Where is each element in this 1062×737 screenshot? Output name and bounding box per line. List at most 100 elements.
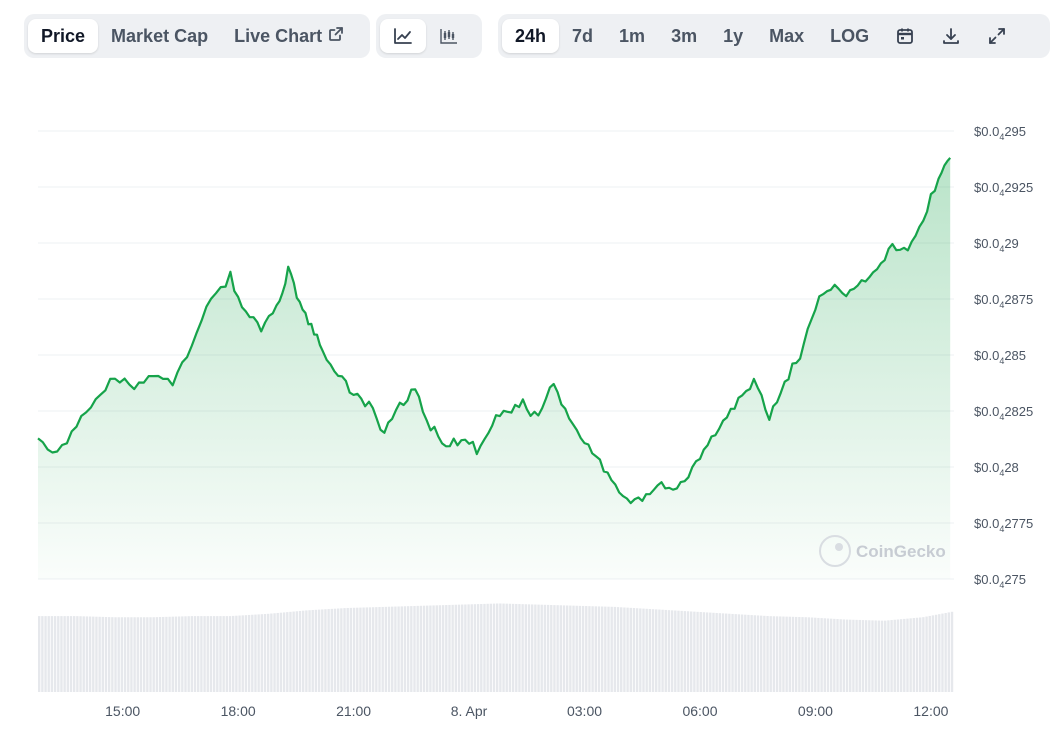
volume-bar <box>107 617 111 692</box>
volume-bar <box>890 620 893 692</box>
candlestick-chart-button[interactable] <box>426 19 472 53</box>
volume-bar <box>232 615 235 692</box>
log-scale-toggle[interactable]: LOG <box>830 25 870 46</box>
volume-bar <box>168 616 171 692</box>
volume-bar <box>158 617 162 692</box>
volume-bar <box>298 610 302 692</box>
volume-bar <box>85 616 89 692</box>
volume-bar <box>524 604 528 692</box>
tab-live-chart[interactable]: Live Chart <box>221 19 357 53</box>
volume-bar <box>88 616 92 692</box>
volume-bar <box>581 605 585 692</box>
volume-bar <box>413 605 416 692</box>
y-tick-label: $0.042775 <box>974 516 1033 534</box>
y-tick-label: $0.04295 <box>974 124 1026 142</box>
range-max[interactable]: Max <box>769 25 805 46</box>
volume-bar <box>721 613 725 692</box>
volume-bar <box>884 620 887 692</box>
volume-bar <box>282 612 286 692</box>
volume-bar <box>356 607 359 692</box>
volume-bar <box>508 603 512 692</box>
volume-bar <box>537 604 540 692</box>
volume-bar <box>454 604 458 692</box>
tab-market-cap[interactable]: Market Cap <box>111 25 209 46</box>
metric-tabs: Price Market Cap Live Chart <box>24 14 370 58</box>
volume-bar <box>38 616 41 692</box>
volume-bar <box>365 607 368 692</box>
volume-bar <box>677 610 680 692</box>
volume-bar <box>941 613 944 692</box>
volume-bar <box>267 613 270 692</box>
volume-bar <box>95 616 98 692</box>
volume-bar <box>715 612 718 692</box>
range-3m[interactable]: 3m <box>671 25 698 46</box>
volume-bar <box>333 608 337 692</box>
volume-bar <box>381 606 384 692</box>
range-1m[interactable]: 1m <box>619 25 646 46</box>
volume-bar <box>146 617 149 692</box>
y-tick-label: $0.0429 <box>974 236 1019 254</box>
volume-bar <box>620 607 623 692</box>
volume-bar <box>648 608 652 692</box>
volume-bar <box>76 616 79 692</box>
gecko-eye-icon <box>835 543 843 551</box>
volume-bar <box>912 618 916 692</box>
external-link-icon <box>328 26 344 47</box>
volume-bar <box>324 609 327 692</box>
volume-bar <box>467 604 470 692</box>
download-button[interactable] <box>928 19 974 53</box>
volume-bar <box>696 611 699 692</box>
volume-bar <box>550 605 553 692</box>
volume-bar <box>44 616 47 692</box>
volume-bar <box>823 618 826 692</box>
volume-bar <box>330 608 333 692</box>
range-1y[interactable]: 1y <box>723 25 744 46</box>
tab-price[interactable]: Price <box>28 19 99 53</box>
volume-bar <box>314 609 318 692</box>
x-tick-label: 21:00 <box>336 703 371 719</box>
fullscreen-button[interactable] <box>974 19 1020 53</box>
line-chart-button[interactable] <box>380 19 426 53</box>
date-range-button[interactable] <box>882 19 928 53</box>
volume-bar <box>438 605 442 692</box>
volume-bar <box>728 613 731 692</box>
volume-bar <box>810 617 814 692</box>
volume-bar <box>155 617 159 692</box>
volume-bar <box>594 606 597 692</box>
volume-bar <box>756 615 760 692</box>
volume-bar <box>610 606 613 692</box>
volume-bar <box>445 605 448 692</box>
x-tick-label: 03:00 <box>567 703 602 719</box>
volume-bar <box>305 610 308 692</box>
volume-bar <box>718 613 722 692</box>
time-range-tabs: 24h 7d 1m 3m 1y Max LOG <box>498 14 1050 58</box>
volume-bar <box>775 616 779 692</box>
volume-bar <box>950 611 954 692</box>
volume-bar <box>181 616 184 692</box>
volume-bar <box>864 620 868 692</box>
volume-bar <box>556 605 559 692</box>
volume-bar <box>546 604 550 692</box>
volume-bar <box>149 617 152 692</box>
volume-bar <box>327 609 330 692</box>
volume-bar <box>575 605 578 692</box>
volume-bar <box>562 605 566 692</box>
volume-bar <box>123 617 127 692</box>
volume-bar <box>422 605 426 692</box>
volume-bar <box>92 616 95 692</box>
range-7d[interactable]: 7d <box>572 25 594 46</box>
y-tick-label: $0.042825 <box>974 404 1033 422</box>
volume-bar <box>686 611 690 692</box>
volume-bar <box>922 617 925 692</box>
range-24h[interactable]: 24h <box>502 19 560 53</box>
volume-bar <box>791 616 795 692</box>
volume-bar <box>216 616 219 692</box>
volume-bar <box>187 616 190 692</box>
volume-bars <box>38 603 954 692</box>
fullscreen-icon <box>988 27 1006 45</box>
volume-bar <box>705 612 709 692</box>
x-tick-label: 8. Apr <box>451 703 488 719</box>
volume-bar <box>740 614 744 692</box>
volume-bar <box>877 620 881 692</box>
